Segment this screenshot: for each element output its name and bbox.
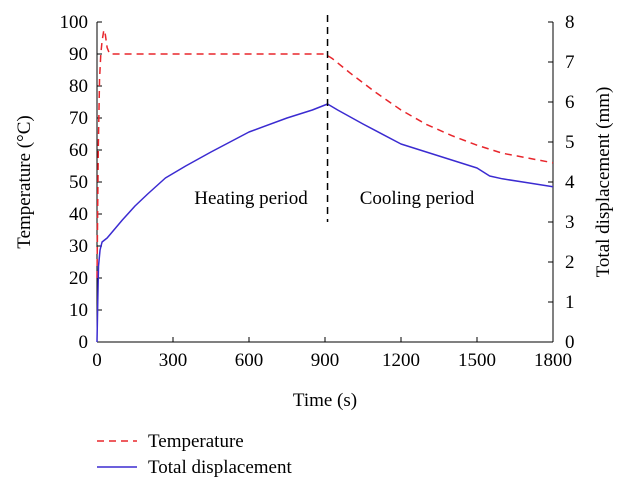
left-y-tick-label: 30 [69,236,88,257]
left-y-tick-label: 70 [69,108,88,129]
axes-layer: 0 300 600 900 1200 1500 1800010203040506070809… [60,12,576,371]
left-y-tick-label: 0 [79,332,89,353]
right-y-tick-label: 0 [565,332,575,353]
legend: Temperature Total displacement [97,431,292,478]
right-y-tick-label: 7 [565,52,575,73]
right-y-tick-label: 3 [565,212,575,233]
x-axis-title: Time (s) [293,390,357,411]
x-tick-label: 900 [311,350,340,371]
x-tick-label: 0 [92,350,102,371]
left-y-tick-label: 100 [60,12,89,33]
right-y-tick-label: 6 [565,92,575,113]
left-y-tick-label: 80 [69,76,88,97]
right-y-tick-label: 4 [565,172,575,193]
left-y-tick-label: 40 [69,204,88,225]
annotation-layer: Heating period Cooling period [194,15,475,222]
temperature-series-line [96,29,554,279]
axis-titles: Time (s) Temperature (°C) Total displace… [14,87,614,411]
left-y-tick-label: 60 [69,140,88,161]
x-tick-label: 1200 [382,350,420,371]
heating-period-label: Heating period [194,188,308,209]
left-y-tick-label: 10 [69,300,88,321]
x-tick-label: 1800 [534,350,572,371]
legend-displacement-label: Total displacement [148,457,292,478]
x-tick-label: 300 [159,350,188,371]
left-y-tick-label: 20 [69,268,88,289]
right-y-axis-title: Total displacement (mm) [593,87,614,278]
series-layer [96,29,554,343]
legend-temperature-label: Temperature [148,431,244,452]
x-tick-label: 600 [235,350,264,371]
left-y-axis-title: Temperature (°C) [14,115,35,248]
total-displacement-series-line [96,103,554,343]
right-y-tick-label: 1 [565,292,575,313]
right-y-tick-label: 8 [565,12,575,33]
left-y-tick-label: 90 [69,44,88,65]
right-y-tick-label: 5 [565,132,575,153]
x-tick-label: 1500 [458,350,496,371]
right-y-tick-label: 2 [565,252,575,273]
left-y-tick-label: 50 [69,172,88,193]
cooling-period-label: Cooling period [360,188,475,209]
